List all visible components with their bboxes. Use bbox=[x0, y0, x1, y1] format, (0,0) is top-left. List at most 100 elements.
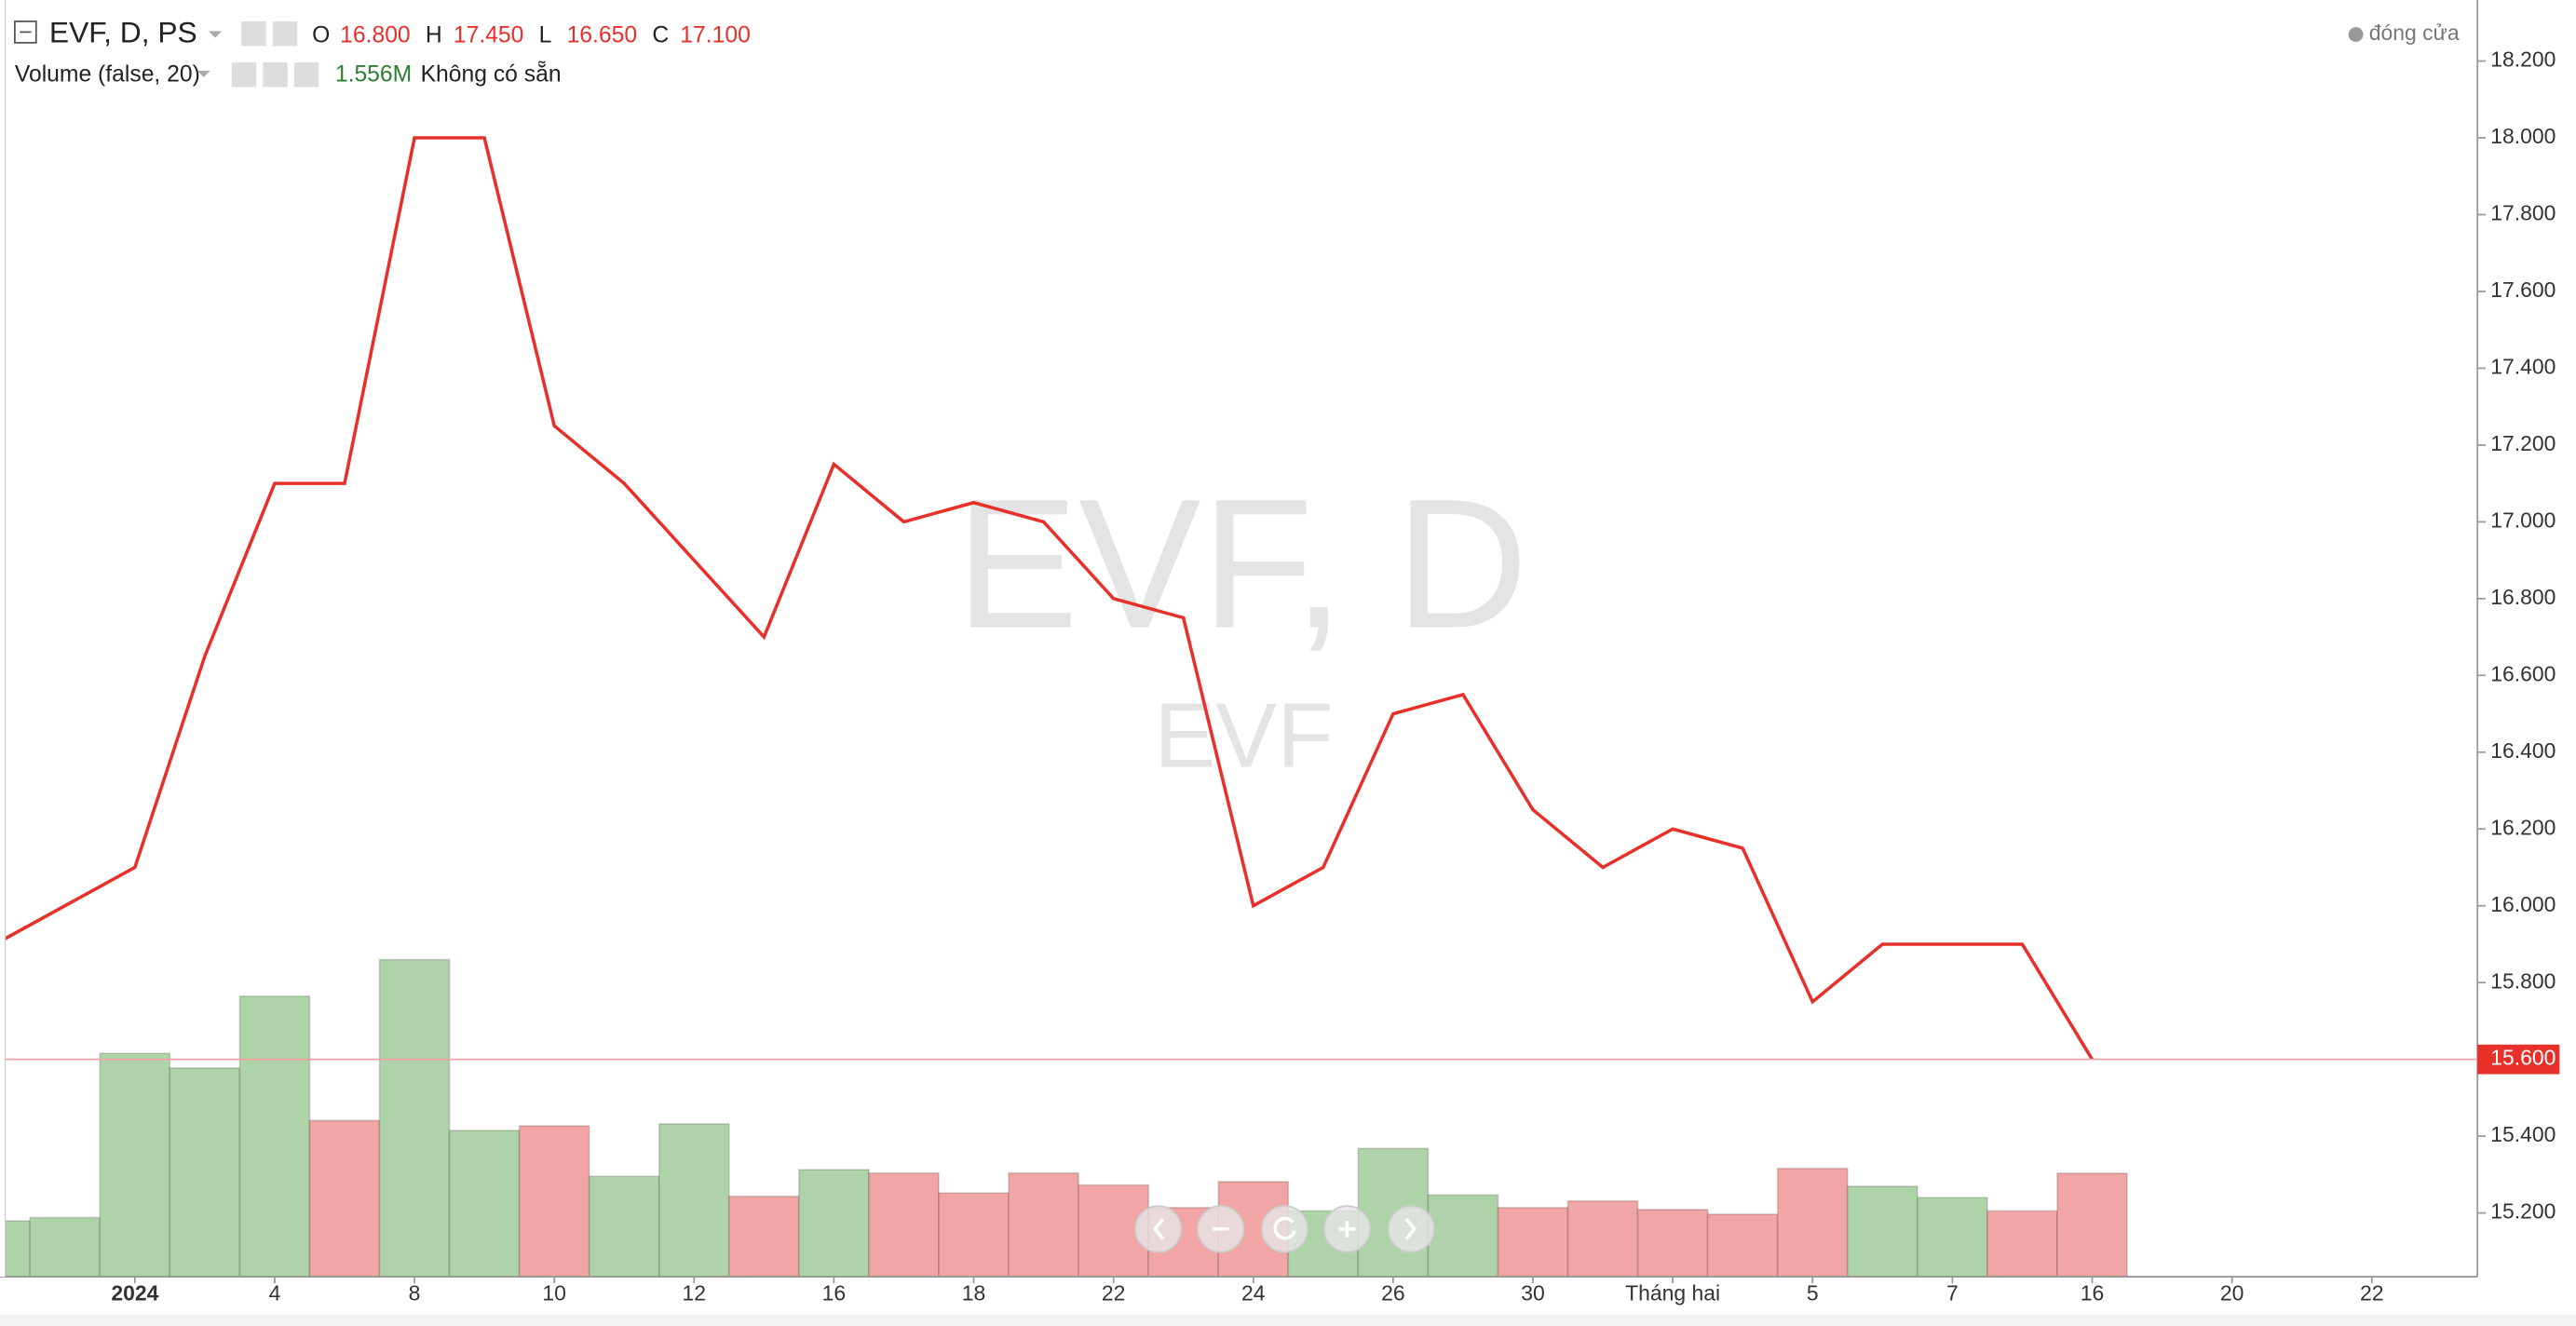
volume-bar bbox=[518, 1125, 590, 1278]
bottom-bar bbox=[0, 1314, 2576, 1326]
volume-bar bbox=[1846, 1185, 1918, 1278]
y-tick-label: 17.000 bbox=[2490, 507, 2556, 532]
volume-bar bbox=[378, 958, 451, 1278]
volume-bar bbox=[308, 1119, 381, 1278]
x-tick-label: 8 bbox=[409, 1281, 421, 1306]
volume-bar bbox=[4, 1220, 32, 1278]
x-tick-label: 22 bbox=[2360, 1281, 2383, 1306]
volume-bar bbox=[1986, 1210, 2058, 1278]
x-tick-label: 22 bbox=[1102, 1281, 1125, 1306]
settings-icon[interactable] bbox=[272, 20, 298, 47]
right-icon bbox=[1404, 1218, 1417, 1240]
x-tick-label: 16 bbox=[822, 1281, 846, 1306]
volume-bar bbox=[588, 1175, 660, 1278]
plot-area bbox=[0, 136, 2128, 1278]
volume-remove-icon[interactable] bbox=[293, 62, 319, 88]
last-price-label: 15.600 bbox=[2490, 1046, 2556, 1070]
x-tick-label: 12 bbox=[683, 1281, 706, 1306]
last-price-box bbox=[2477, 1044, 2560, 1075]
x-tick-label: 5 bbox=[1807, 1281, 1819, 1306]
legend-label: đóng cửa bbox=[2369, 20, 2460, 45]
x-tick-label: 24 bbox=[1241, 1281, 1266, 1306]
ohlc-label: O bbox=[312, 22, 330, 47]
ohlc-label: L bbox=[539, 22, 552, 47]
ohlc-legend: O 16.800 H 17.450 L 16.650 C 17.100 bbox=[312, 22, 751, 47]
price-line bbox=[0, 136, 2095, 1061]
volume-bar bbox=[938, 1192, 1010, 1278]
volume-bar bbox=[99, 1052, 171, 1278]
volume-bar bbox=[238, 994, 311, 1278]
y-tick-label: 16.200 bbox=[2490, 815, 2556, 839]
volume-bar bbox=[1497, 1206, 1569, 1278]
y-tick-label: 17.200 bbox=[2490, 431, 2556, 455]
volume-bar bbox=[1427, 1194, 1499, 1278]
title-menu[interactable] bbox=[209, 31, 223, 38]
x-tick-label: 18 bbox=[962, 1281, 985, 1306]
collapse-icon[interactable] bbox=[13, 20, 37, 44]
volume-bar bbox=[658, 1122, 730, 1278]
volume-bar bbox=[448, 1130, 521, 1278]
legend-dot bbox=[2348, 27, 2364, 42]
volume-eye-icon[interactable] bbox=[231, 62, 257, 88]
nav-buttons bbox=[1134, 1205, 1435, 1253]
volume-bar bbox=[727, 1195, 800, 1278]
x-tick-label: 26 bbox=[1381, 1281, 1404, 1306]
y-tick-label: 15.800 bbox=[2490, 968, 2556, 993]
watermark: EVF, D EVF bbox=[956, 460, 1528, 786]
volume-bar bbox=[1008, 1171, 1080, 1278]
y-tick-label: 17.400 bbox=[2490, 355, 2556, 379]
x-tick-label: 7 bbox=[1946, 1281, 1959, 1306]
x-tick-label: 4 bbox=[269, 1281, 281, 1306]
x-tick-label: 16 bbox=[2081, 1281, 2104, 1306]
ohlc-value: 16.650 bbox=[567, 22, 638, 47]
volume-bar bbox=[29, 1216, 102, 1278]
volume-bar bbox=[169, 1066, 241, 1278]
volume-bar bbox=[1706, 1213, 1779, 1278]
ohlc-value: 17.100 bbox=[680, 22, 751, 47]
volume-bar bbox=[868, 1171, 940, 1278]
ohlc-label: C bbox=[652, 22, 669, 47]
scroll-left-button[interactable] bbox=[1134, 1205, 1183, 1253]
reset-icon bbox=[1273, 1216, 1296, 1240]
eye-icon[interactable] bbox=[241, 20, 266, 47]
plus-icon bbox=[1338, 1221, 1356, 1238]
y-tick-label: 16.400 bbox=[2490, 738, 2556, 763]
volume-bar bbox=[1916, 1197, 1988, 1278]
volume-bar bbox=[1566, 1199, 1639, 1278]
volume-bar bbox=[798, 1169, 870, 1278]
y-tick-label: 18.200 bbox=[2490, 47, 2556, 72]
volume-last: 1.556M bbox=[335, 62, 412, 88]
y-tick-label: 17.800 bbox=[2490, 201, 2556, 225]
y-tick-label: 16.000 bbox=[2490, 892, 2556, 916]
x-tick-label: 10 bbox=[542, 1281, 565, 1306]
reset-button[interactable] bbox=[1260, 1205, 1309, 1253]
x-tick-label: 30 bbox=[1521, 1281, 1544, 1306]
volume-bar bbox=[1636, 1209, 1709, 1278]
y-tick-label: 15.200 bbox=[2490, 1199, 2556, 1224]
y-tick-label: 18.000 bbox=[2490, 124, 2556, 148]
volume-settings-icon[interactable] bbox=[263, 62, 288, 88]
volume-bar bbox=[2056, 1172, 2128, 1278]
x-tick-label: 2024 bbox=[111, 1281, 158, 1306]
nav-icons bbox=[1152, 1216, 1417, 1240]
y-tick-label: 16.800 bbox=[2490, 585, 2556, 609]
watermark-subtitle: EVF bbox=[1154, 684, 1333, 787]
ohlc-value: 17.450 bbox=[454, 22, 524, 47]
left-icon bbox=[1152, 1218, 1165, 1240]
y-tick-label: 17.600 bbox=[2490, 277, 2556, 302]
scroll-right-button[interactable] bbox=[1387, 1205, 1435, 1253]
chart-title: EVF, D, PS bbox=[49, 15, 197, 48]
ohlc-label: H bbox=[426, 22, 442, 47]
y-tick-label: 16.600 bbox=[2490, 661, 2556, 685]
y-tick-label: 15.400 bbox=[2490, 1122, 2556, 1146]
volume-bar bbox=[1776, 1167, 1849, 1278]
watermark-title: EVF, D bbox=[956, 460, 1528, 666]
volume-status: Không có sẵn bbox=[421, 61, 562, 88]
x-tick-label: Tháng hai bbox=[1625, 1281, 1720, 1306]
left-mask bbox=[0, 0, 6, 1278]
volume-menu[interactable] bbox=[197, 70, 210, 77]
volume-title: Volume (false, 20) bbox=[15, 62, 200, 88]
x-tick-label: 20 bbox=[2220, 1281, 2244, 1306]
